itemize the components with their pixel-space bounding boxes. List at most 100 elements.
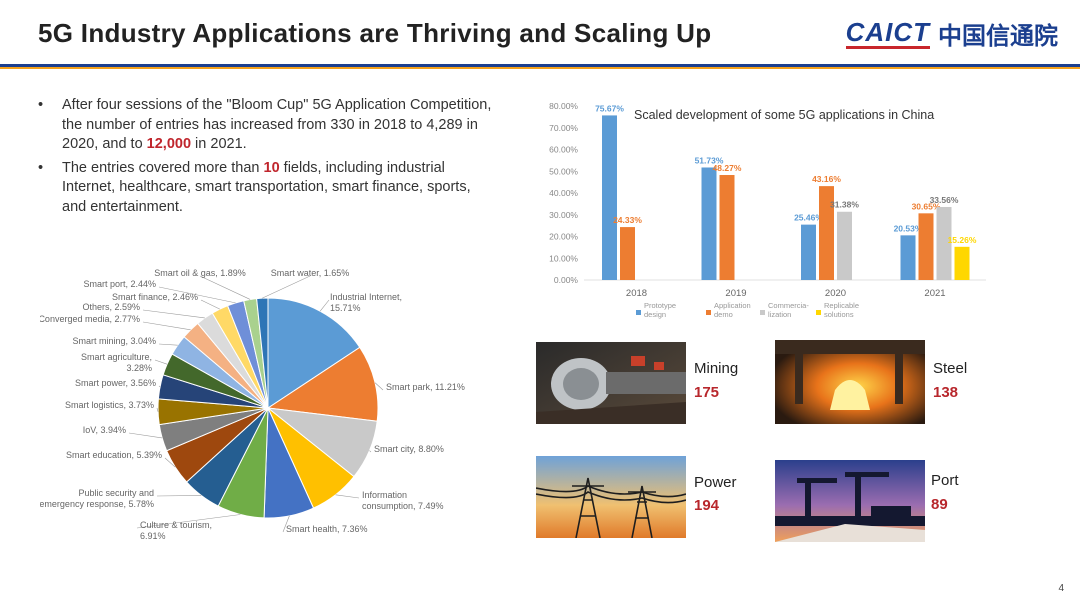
y-tick-label: 10.00% [549, 253, 578, 263]
pie-label: IoV, 3.94% [83, 425, 126, 435]
industry-value-mining: 175 [694, 384, 720, 401]
bullet-text: in 2021. [191, 136, 247, 152]
bar-data-label: 30.65% [912, 201, 941, 211]
pie-label: Smart education, 5.39% [66, 450, 162, 460]
port-photo [775, 460, 925, 542]
caict-logo: CAICT 中国信通院 [845, 16, 1058, 51]
y-tick-label: 20.00% [549, 232, 578, 242]
pie-label: Smart city, 8.80% [374, 444, 444, 454]
page-number: 4 [1058, 583, 1064, 594]
industry-name-steel: Steel [933, 360, 968, 377]
pie-leader-line [158, 343, 178, 346]
legend-label: Commercia-lization [768, 301, 809, 319]
legend-label: Prototype design [644, 301, 676, 319]
pie-leader-line [164, 457, 176, 468]
pie-label: Information consumption, 7.49% [362, 490, 444, 511]
bullet-list: • After four sessions of the "Bloom Cup"… [36, 96, 496, 221]
industry-name-mining: Mining [694, 360, 739, 377]
pie-label: Public security and emergency response, 5… [40, 488, 154, 509]
pie-leader-line [282, 515, 290, 533]
pie-leader-line [156, 407, 159, 412]
pie-slice [256, 297, 269, 409]
pie-label: Smart port, 2.44% [83, 279, 156, 289]
bar-chart-title: Scaled development of some 5G applicatio… [634, 108, 934, 122]
bar [701, 167, 717, 280]
logo-text-en: CAICT [845, 17, 930, 49]
bullet-text: fields, including industrial Internet, h… [62, 159, 471, 215]
pie-label: Smart oil & gas, 1.89% [154, 268, 246, 278]
bar [954, 246, 970, 280]
pie-leader-line [156, 495, 202, 497]
y-tick-label: 0.00% [554, 275, 579, 285]
header-rule-accent [0, 67, 1080, 69]
legend-swatch [706, 310, 711, 315]
pie-leader-line [142, 321, 191, 331]
bullet-item: • The entries covered more than 10 field… [36, 159, 496, 218]
x-tick-label: 2018 [626, 288, 647, 299]
pie-slice [266, 346, 379, 422]
industry-name-port: Port [931, 472, 959, 489]
bar-data-label: 43.16% [812, 174, 841, 184]
bar-data-label: 24.33% [613, 215, 642, 225]
legend-label: Replicable solutions [824, 301, 859, 319]
pie-leader-line [142, 309, 205, 319]
pie-label: Industrial Internet, 15.71% [330, 292, 402, 313]
bar-data-label: 15.26% [948, 235, 977, 245]
y-tick-label: 70.00% [549, 123, 578, 133]
bullet-text: After four sessions of the "Bloom Cup" 5… [62, 97, 492, 152]
bar [819, 186, 834, 280]
y-tick-label: 50.00% [549, 166, 578, 176]
legend-swatch [636, 310, 641, 315]
bullet-item: • After four sessions of the "Bloom Cup"… [36, 96, 496, 155]
x-tick-label: 2021 [924, 288, 945, 299]
header-rule [0, 64, 1080, 67]
bar [719, 175, 735, 280]
pie-label: Smart logistics, 3.73% [65, 400, 154, 410]
y-tick-label: 40.00% [549, 188, 578, 198]
bar [936, 207, 952, 280]
industry-value-port: 89 [931, 496, 948, 513]
bar [837, 211, 852, 280]
steel-photo [775, 340, 925, 424]
pie-slice [267, 297, 361, 409]
scaled-development-bar-chart: 0.00% 10.00% 20.00% 30.00% 40.00% 50.00% 60.00… [549, 101, 986, 319]
bar-data-label: 75.67% [595, 103, 624, 113]
bullet-highlight: 12,000 [146, 136, 192, 152]
legend-swatch [816, 310, 821, 315]
pie-leader-line [199, 275, 251, 300]
industry-value-power: 194 [694, 497, 720, 514]
slide-title: 5G Industry Applications are Thriving an… [38, 18, 712, 48]
pie-label: Smart finance, 2.46% [112, 292, 198, 302]
pie-leader-line [262, 275, 311, 299]
x-tick-label: 2019 [725, 288, 746, 299]
bar [801, 224, 816, 280]
y-tick-label: 80.00% [549, 101, 578, 111]
industry-value-steel: 138 [933, 384, 959, 401]
pie-label: Converged media, 2.77% [40, 314, 140, 324]
pie-leader-line [319, 299, 330, 312]
pie-label: Smart mining, 3.04% [72, 336, 156, 346]
y-tick-label: 30.00% [549, 210, 578, 220]
bar-data-label: 31.38% [830, 200, 859, 210]
bar [918, 213, 934, 280]
y-tick-label: 60.00% [549, 145, 578, 155]
mining-photo [536, 342, 686, 424]
pie-leader-line [200, 299, 220, 310]
pie-leader-line [154, 359, 168, 365]
pie-label: Smart agriculture, 3.28% [81, 352, 152, 373]
pie-leader-line [158, 286, 236, 304]
bar-data-label: 51.73% [695, 155, 724, 165]
bullet-dot-icon: • [38, 159, 44, 176]
bar [900, 235, 916, 280]
bullet-text: The entries covered more than [62, 159, 264, 176]
application-fields-pie-chart: Industrial Internet, 15.71% Smart park, 11… [40, 268, 465, 541]
industry-name-power: Power [694, 474, 737, 491]
bar-data-label: 33.56% [930, 195, 959, 205]
pie-label: Smart water, 1.65% [271, 268, 350, 278]
bar-data-label: 48.27% [713, 163, 742, 173]
pie-label: Smart health, 7.36% [286, 524, 368, 534]
pie-label: Others, 2.59% [82, 302, 140, 312]
bar [620, 227, 635, 280]
bar-data-label: 20.53% [894, 223, 923, 233]
pie-label: Culture & tourism, 6.91% [140, 520, 212, 541]
